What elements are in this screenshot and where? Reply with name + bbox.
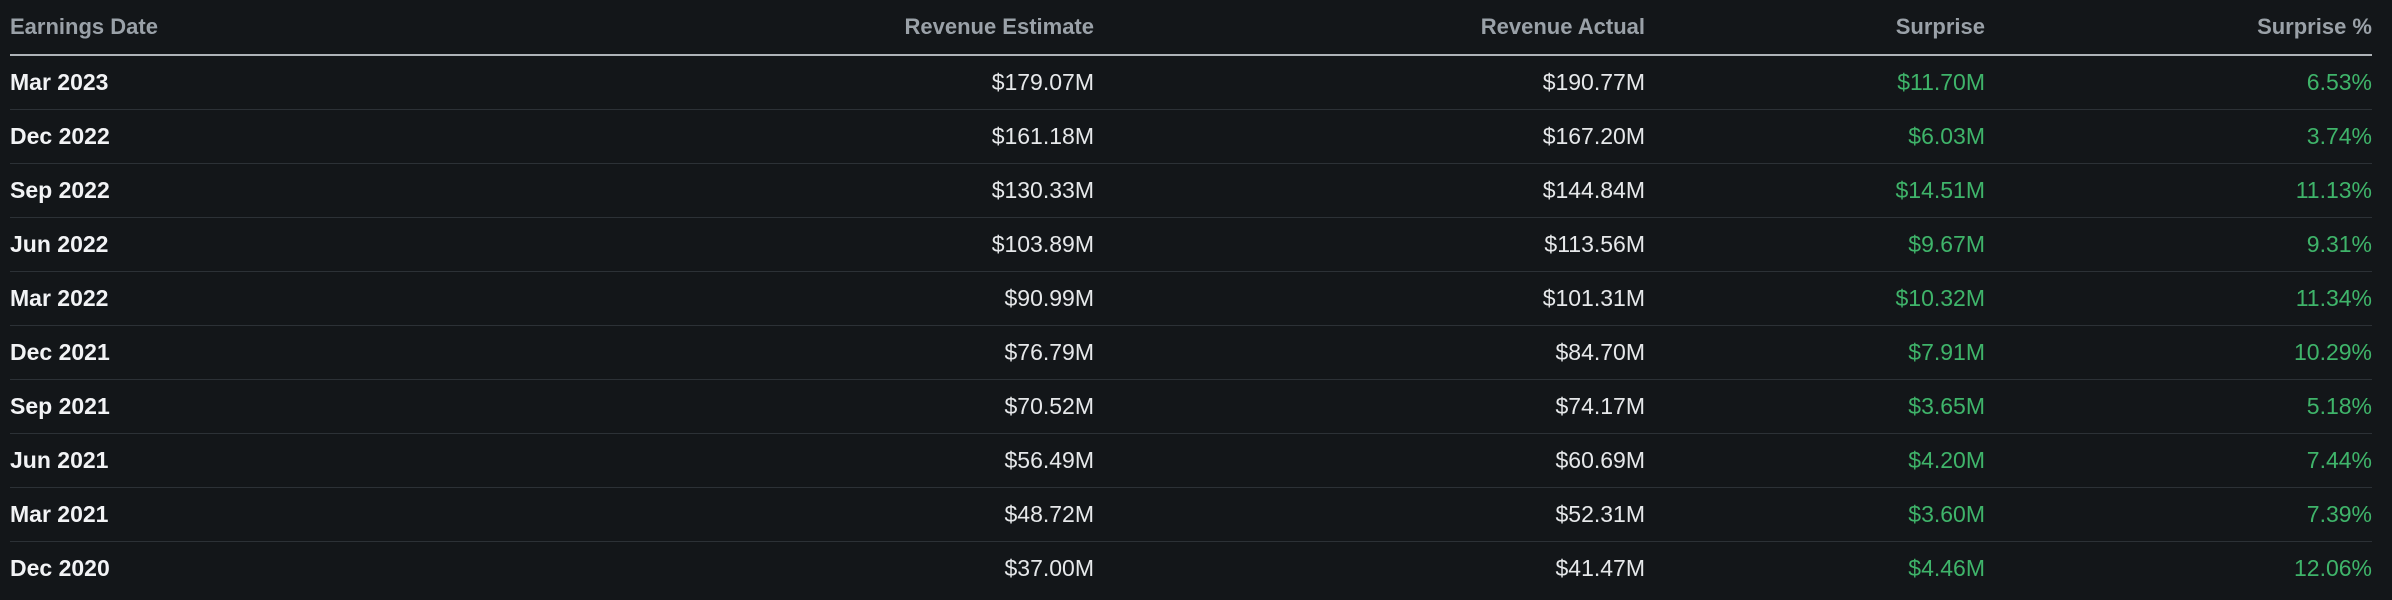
surprise-cell: $4.20M — [1645, 433, 1985, 488]
surprise-cell: $3.60M — [1645, 487, 1985, 542]
surprise-percent-cell: 11.34% — [1985, 271, 2372, 326]
table-row: Jun 2022 $103.89M $113.56M $9.67M 9.31% — [10, 217, 2372, 272]
surprise-cell: $7.91M — [1645, 325, 1985, 380]
surprise-percent-cell: 6.53% — [1985, 55, 2372, 110]
revenue-actual-cell: $84.70M — [1094, 325, 1645, 380]
table-body: Mar 2023 $179.07M $190.77M $11.70M 6.53%… — [10, 55, 2372, 595]
column-header-surprise-percent[interactable]: Surprise % — [1985, 0, 2372, 56]
table-row: Jun 2021 $56.49M $60.69M $4.20M 7.44% — [10, 433, 2372, 488]
surprise-cell: $9.67M — [1645, 217, 1985, 272]
surprise-percent-cell: 5.18% — [1985, 379, 2372, 434]
surprise-percent-cell: 10.29% — [1985, 325, 2372, 380]
revenue-estimate-cell: $103.89M — [430, 217, 1094, 272]
revenue-estimate-cell: $76.79M — [430, 325, 1094, 380]
column-header-revenue-actual[interactable]: Revenue Actual — [1094, 0, 1645, 56]
column-header-surprise[interactable]: Surprise — [1645, 0, 1985, 56]
surprise-cell: $3.65M — [1645, 379, 1985, 434]
surprise-cell: $11.70M — [1645, 55, 1985, 110]
table-row: Mar 2021 $48.72M $52.31M $3.60M 7.39% — [10, 487, 2372, 542]
revenue-estimate-cell: $179.07M — [430, 55, 1094, 110]
earnings-date-cell: Mar 2021 — [10, 487, 430, 542]
earnings-date-cell: Dec 2020 — [10, 555, 110, 581]
table-row: Mar 2023 $179.07M $190.77M $11.70M 6.53% — [10, 55, 2372, 110]
earnings-date-cell: Jun 2022 — [10, 217, 430, 272]
table-row: Dec 2020 $37.00M $41.47M $4.46M 12.06% — [10, 542, 2372, 596]
surprise-percent-cell: 12.06% — [2293, 555, 2372, 581]
earnings-date-cell: Mar 2022 — [10, 271, 430, 326]
revenue-actual-cell: $190.77M — [1094, 55, 1645, 110]
revenue-actual-cell: $144.84M — [1094, 163, 1645, 218]
revenue-estimate-cell: $161.18M — [430, 109, 1094, 164]
earnings-table: Earnings Date Revenue Estimate Revenue A… — [10, 0, 2372, 595]
table-row: Mar 2022 $90.99M $101.31M $10.32M 11.34% — [10, 271, 2372, 326]
revenue-actual-cell: $74.17M — [1094, 379, 1645, 434]
surprise-cell: $10.32M — [1645, 271, 1985, 326]
surprise-percent-cell: 9.31% — [1985, 217, 2372, 272]
surprise-percent-cell: 11.13% — [1985, 163, 2372, 218]
earnings-date-cell: Dec 2022 — [10, 109, 430, 164]
table-row: Dec 2021 $76.79M $84.70M $7.91M 10.29% — [10, 325, 2372, 380]
surprise-cell: $14.51M — [1645, 163, 1985, 218]
earnings-date-cell: Jun 2021 — [10, 433, 430, 488]
surprise-percent-cell: 3.74% — [1985, 109, 2372, 164]
table-row: Sep 2022 $130.33M $144.84M $14.51M 11.13… — [10, 163, 2372, 218]
revenue-estimate-cell: $56.49M — [430, 433, 1094, 488]
surprise-percent-cell: 7.44% — [1985, 433, 2372, 488]
surprise-cell: $4.46M — [1908, 555, 1985, 581]
table-header: Earnings Date Revenue Estimate Revenue A… — [10, 0, 2372, 56]
revenue-actual-cell: $41.47M — [1555, 555, 1645, 581]
column-header-earnings-date[interactable]: Earnings Date — [10, 0, 430, 56]
revenue-actual-cell: $52.31M — [1094, 487, 1645, 542]
revenue-estimate-cell: $48.72M — [430, 487, 1094, 542]
surprise-cell: $6.03M — [1645, 109, 1985, 164]
earnings-date-cell: Sep 2021 — [10, 379, 430, 434]
revenue-estimate-cell: $130.33M — [430, 163, 1094, 218]
earnings-date-cell: Mar 2023 — [10, 55, 430, 110]
revenue-actual-cell: $101.31M — [1094, 271, 1645, 326]
table-row: Dec 2022 $161.18M $167.20M $6.03M 3.74% — [10, 109, 2372, 164]
column-header-revenue-estimate[interactable]: Revenue Estimate — [430, 0, 1094, 56]
revenue-actual-cell: $113.56M — [1094, 217, 1645, 272]
earnings-date-cell: Dec 2021 — [10, 325, 430, 380]
earnings-date-cell: Sep 2022 — [10, 163, 430, 218]
earnings-table-container: Earnings Date Revenue Estimate Revenue A… — [10, 0, 2372, 595]
revenue-actual-cell: $60.69M — [1094, 433, 1645, 488]
header-row: Earnings Date Revenue Estimate Revenue A… — [10, 0, 2372, 56]
revenue-estimate-cell: $90.99M — [430, 271, 1094, 326]
revenue-actual-cell: $167.20M — [1094, 109, 1645, 164]
revenue-estimate-cell: $70.52M — [430, 379, 1094, 434]
table-row: Sep 2021 $70.52M $74.17M $3.65M 5.18% — [10, 379, 2372, 434]
revenue-estimate-cell: $37.00M — [1004, 555, 1094, 581]
surprise-percent-cell: 7.39% — [1985, 487, 2372, 542]
